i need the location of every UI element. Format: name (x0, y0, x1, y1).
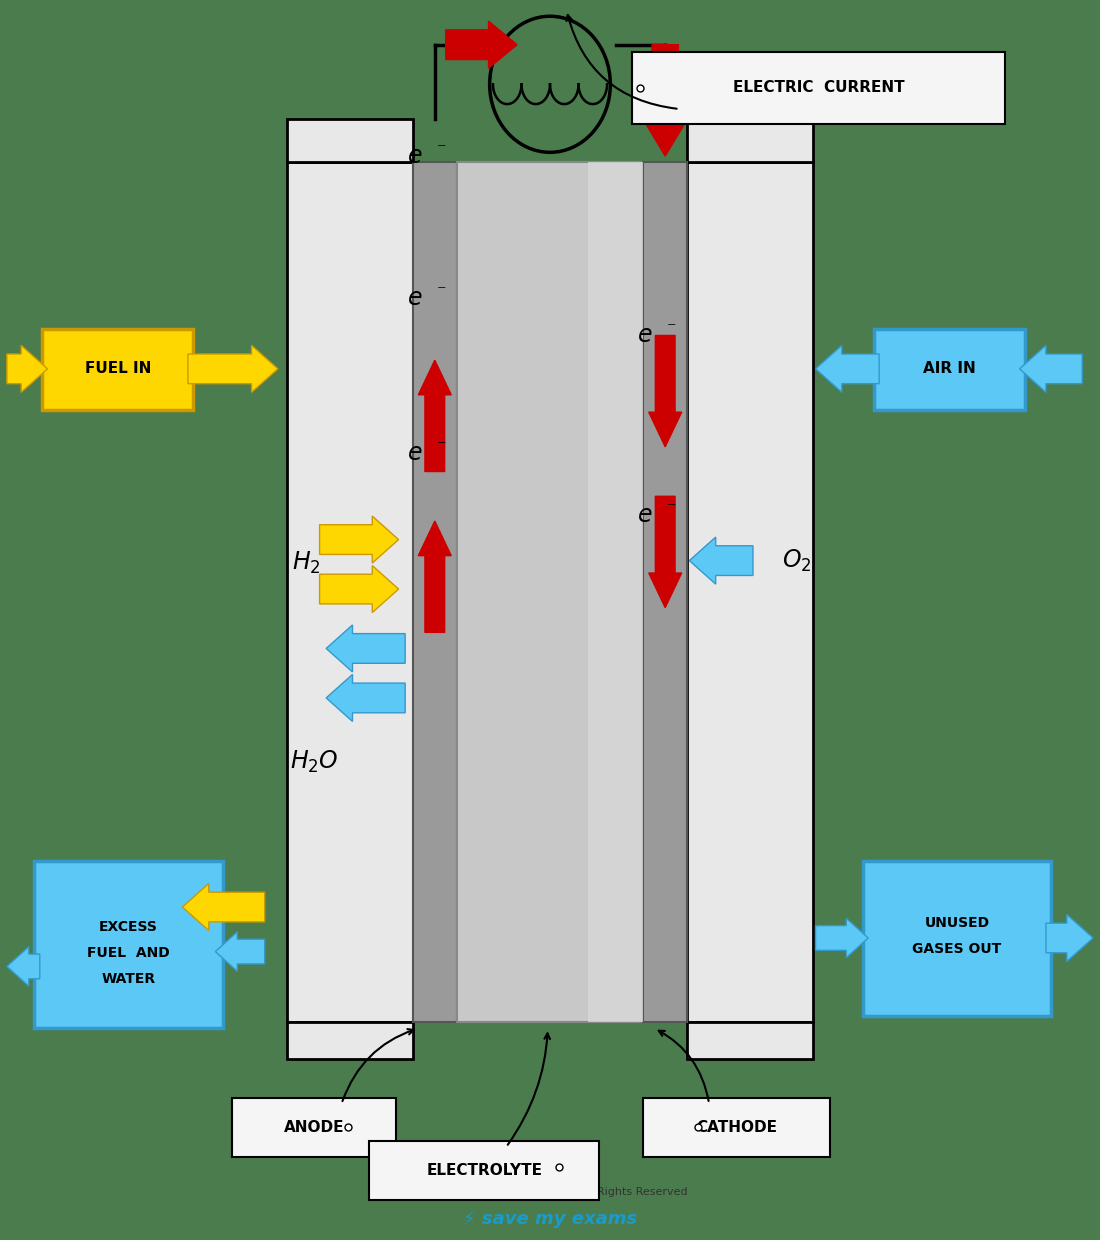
FancyArrow shape (216, 931, 265, 971)
FancyArrow shape (690, 537, 754, 584)
Text: UNUSED: UNUSED (924, 916, 990, 930)
FancyBboxPatch shape (632, 52, 1005, 124)
Text: $O_2$: $O_2$ (782, 548, 812, 574)
Text: ⁻: ⁻ (437, 141, 447, 159)
Text: EXCESS: EXCESS (99, 920, 158, 934)
Bar (644, 162, 688, 1022)
FancyBboxPatch shape (644, 1097, 829, 1157)
Text: e: e (408, 286, 422, 310)
Text: ⁻: ⁻ (667, 500, 676, 517)
Text: WATER: WATER (101, 972, 156, 986)
FancyArrow shape (320, 565, 398, 613)
FancyArrow shape (418, 521, 451, 632)
Bar (287, 119, 412, 162)
Text: ELECTRIC  CURRENT: ELECTRIC CURRENT (733, 81, 904, 95)
FancyBboxPatch shape (42, 330, 194, 409)
Text: FUEL IN: FUEL IN (85, 361, 151, 377)
Bar (688, 1022, 813, 1059)
Text: $H_2O$: $H_2O$ (289, 749, 339, 775)
Bar (688, 119, 813, 162)
Bar (287, 1022, 412, 1059)
FancyBboxPatch shape (873, 330, 1025, 409)
Bar (456, 162, 644, 1022)
Text: ⁻: ⁻ (437, 283, 447, 301)
FancyArrow shape (188, 345, 278, 392)
Text: Copyright © Save My Exams. All Rights Reserved: Copyright © Save My Exams. All Rights Re… (412, 1187, 688, 1197)
FancyArrow shape (446, 21, 517, 68)
FancyArrow shape (649, 336, 682, 446)
Text: $H_2$: $H_2$ (293, 551, 321, 577)
FancyArrow shape (1046, 914, 1093, 961)
FancyArrow shape (418, 360, 451, 471)
Text: ⁻: ⁻ (667, 320, 676, 339)
Bar (412, 162, 456, 1022)
FancyArrow shape (645, 45, 686, 156)
FancyArrow shape (183, 884, 265, 930)
Bar (588, 162, 643, 1022)
FancyBboxPatch shape (862, 862, 1052, 1016)
Text: ANODE: ANODE (284, 1120, 344, 1135)
FancyArrow shape (1020, 345, 1082, 392)
Text: ⚡ save my exams: ⚡ save my exams (463, 1210, 637, 1228)
Bar (287, 162, 412, 1022)
Text: GASES OUT: GASES OUT (912, 942, 1002, 956)
FancyArrow shape (327, 625, 405, 672)
Bar (688, 162, 813, 1022)
FancyArrow shape (7, 946, 40, 986)
FancyArrow shape (815, 918, 868, 957)
Text: e: e (408, 441, 422, 465)
Text: ⁻: ⁻ (437, 438, 447, 456)
Text: e: e (638, 324, 652, 347)
Text: FUEL  AND: FUEL AND (87, 946, 170, 960)
FancyArrow shape (327, 675, 405, 722)
FancyArrow shape (7, 345, 47, 392)
Text: ELECTROLYTE: ELECTROLYTE (426, 1163, 542, 1178)
FancyArrow shape (649, 496, 682, 608)
Text: AIR IN: AIR IN (923, 361, 976, 377)
FancyBboxPatch shape (368, 1141, 600, 1200)
FancyArrow shape (815, 345, 879, 392)
FancyArrow shape (320, 516, 398, 563)
FancyBboxPatch shape (232, 1097, 396, 1157)
Text: e: e (638, 503, 652, 527)
Text: CATHODE: CATHODE (696, 1120, 777, 1135)
Text: e: e (408, 144, 422, 169)
FancyBboxPatch shape (34, 862, 223, 1028)
